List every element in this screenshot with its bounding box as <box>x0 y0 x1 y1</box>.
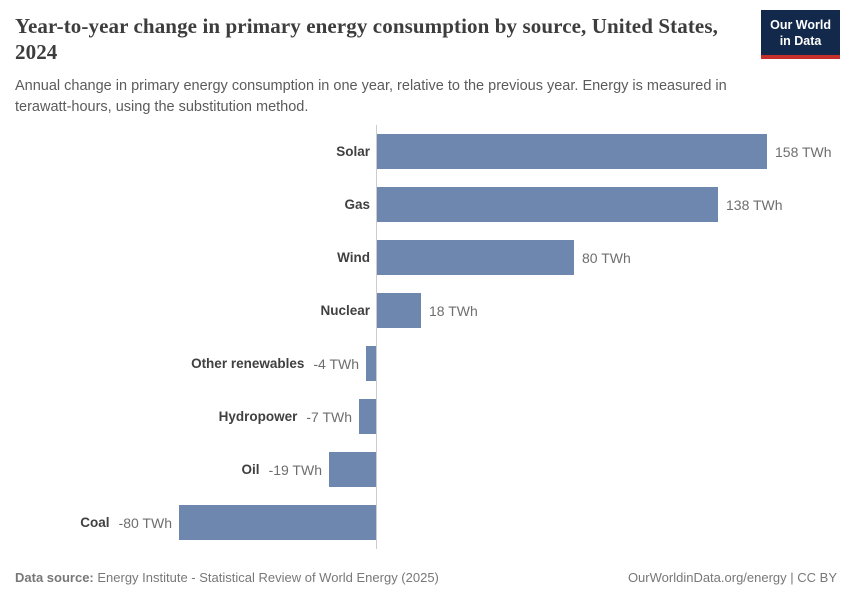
value-label: 80 TWh <box>582 249 631 266</box>
value-label: -19 TWh <box>268 461 322 478</box>
data-source: Data source: Energy Institute - Statisti… <box>15 570 439 585</box>
bar-other-renewables[interactable] <box>366 346 376 381</box>
value-label: -4 TWh <box>313 355 359 372</box>
bar-row: Oil -19 TWh <box>0 443 850 496</box>
bar-row: Coal -80 TWh <box>0 496 850 549</box>
bar-hydropower[interactable] <box>359 399 376 434</box>
chart-subtitle: Annual change in primary energy consumpt… <box>15 78 727 116</box>
owid-link[interactable]: OurWorldinData.org/energy | CC BY <box>627 570 837 585</box>
category-label: Oil <box>241 462 260 477</box>
category-label: Coal <box>80 515 110 530</box>
y-axis-line <box>376 125 377 549</box>
value-label: -7 TWh <box>306 408 352 425</box>
bar-coal[interactable] <box>179 505 376 540</box>
negative-bar-labels: Hydropower -7 TWh <box>219 390 352 443</box>
owid-logo[interactable]: Our World in Data <box>761 10 840 59</box>
chart-title: Year-to-year change in primary energy co… <box>15 14 718 64</box>
bar-gas[interactable] <box>377 187 718 222</box>
owid-logo-line2: in Data <box>779 34 822 49</box>
data-source-text: Energy Institute - Statistical Review of… <box>93 570 439 585</box>
bar-row: Nuclear 18 TWh <box>0 284 850 337</box>
category-label: Hydropower <box>218 409 298 424</box>
chart-header: Year-to-year change in primary energy co… <box>15 14 765 118</box>
bar-row: Solar 158 TWh <box>0 125 850 178</box>
category-label: Other renewables <box>191 356 305 371</box>
category-label: Nuclear <box>320 303 370 318</box>
bar-row: Gas 138 TWh <box>0 178 850 231</box>
value-label: -80 TWh <box>118 514 172 531</box>
bar-solar[interactable] <box>377 134 767 169</box>
bar-row: Wind 80 TWh <box>0 231 850 284</box>
value-label: 158 TWh <box>775 143 832 160</box>
category-label: Solar <box>336 144 370 159</box>
category-label: Gas <box>344 197 370 212</box>
bar-row: Hydropower -7 TWh <box>0 390 850 443</box>
category-label: Wind <box>337 250 370 265</box>
bar-oil[interactable] <box>329 452 376 487</box>
negative-bar-labels: Coal -80 TWh <box>80 496 172 549</box>
value-label: 18 TWh <box>429 302 478 319</box>
owid-logo-line1: Our World <box>770 18 831 32</box>
bar-nuclear[interactable] <box>377 293 421 328</box>
negative-bar-labels: Other renewables -4 TWh <box>191 337 359 390</box>
bar-chart: Solar 158 TWh Gas 138 TWh Wind 80 TWh Nuclear 1… <box>0 125 850 549</box>
data-source-label: Data source: <box>15 570 94 585</box>
bar-row: Other renewables -4 TWh <box>0 337 850 390</box>
negative-bar-labels: Oil -19 TWh <box>242 443 322 496</box>
bar-rows: Solar 158 TWh Gas 138 TWh Wind 80 TWh Nuclear 1… <box>0 125 850 549</box>
value-label: 138 TWh <box>726 196 783 213</box>
chart-footer: Data source: Energy Institute - Statisti… <box>15 570 837 585</box>
bar-wind[interactable] <box>377 240 574 275</box>
